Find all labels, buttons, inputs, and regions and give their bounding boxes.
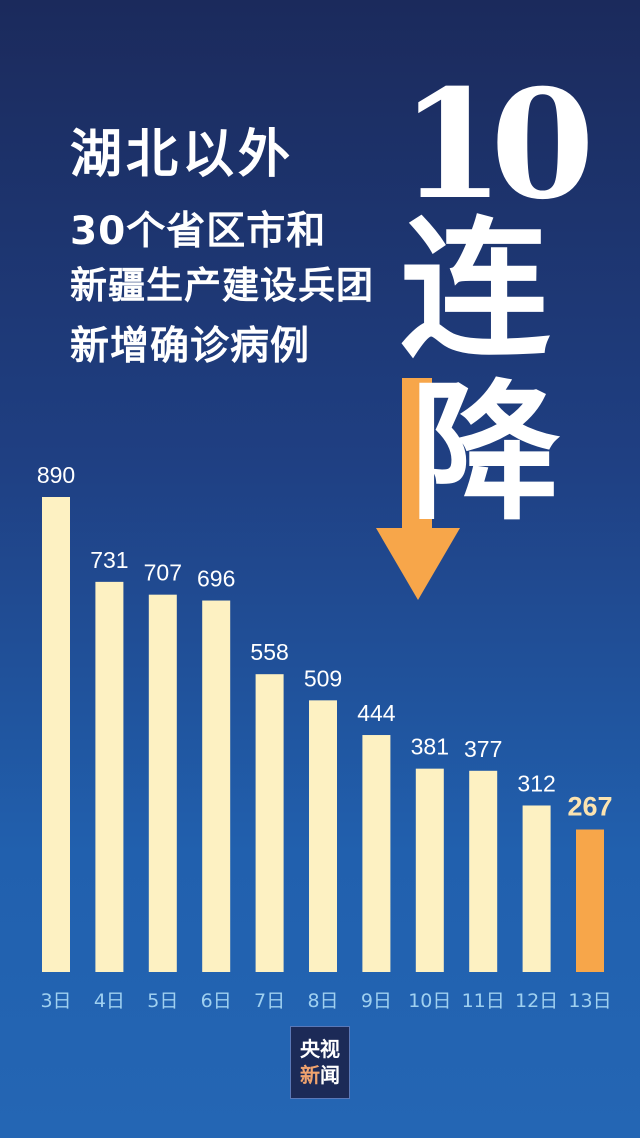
x-tick-label: 13日 (568, 990, 611, 1012)
headline-line4: 新增确诊病例 (70, 324, 311, 369)
data-label: 381 (411, 734, 449, 760)
bar-12日 (522, 805, 551, 972)
bar-11日 (469, 770, 498, 972)
big-title-char1: 连 (400, 202, 551, 378)
x-tick-label: 7日 (254, 990, 285, 1012)
cctv-news-logo: 央视 新闻 (290, 1026, 350, 1099)
bar-8日 (309, 700, 337, 972)
headline-line2: 30个省区市和 (70, 209, 327, 254)
big-title-number: 10 (400, 57, 595, 233)
data-label: 377 (464, 736, 502, 762)
down-arrow-icon (376, 378, 460, 600)
data-label: 890 (37, 462, 75, 488)
bar-4日 (95, 581, 124, 972)
big-title-char2: 降 (410, 365, 561, 541)
data-label: 731 (90, 547, 128, 573)
logo-part2: 闻 (320, 1063, 340, 1087)
x-tick-label: 4日 (94, 990, 125, 1012)
data-label: 696 (197, 566, 235, 592)
bar-3日 (42, 497, 70, 972)
data-label: 444 (357, 700, 396, 726)
logo-line1: 央视 (300, 1037, 340, 1061)
data-label: 707 (144, 560, 182, 586)
x-tick-label: 8日 (307, 990, 338, 1012)
x-tick-label: 9日 (361, 990, 392, 1012)
data-label: 267 (567, 792, 612, 822)
bar-13日 (576, 829, 604, 972)
logo-line2: 新闻 (291, 1062, 349, 1088)
logo-part1: 新 (300, 1063, 320, 1087)
bar-7日 (255, 674, 284, 972)
data-label: 558 (250, 639, 288, 665)
data-label: 509 (304, 665, 342, 691)
data-label: 312 (517, 770, 555, 796)
x-tick-label: 3日 (40, 990, 71, 1012)
x-tick-label: 6日 (201, 990, 232, 1012)
x-tick-label: 11日 (462, 990, 505, 1012)
headline-line1: 湖北以外 (70, 125, 295, 185)
bar-5日 (148, 594, 177, 972)
bar-9日 (362, 735, 391, 972)
x-tick-label: 5日 (147, 990, 178, 1012)
bar-10日 (415, 768, 444, 972)
x-tick-label: 12日 (515, 990, 558, 1012)
x-tick-label: 10日 (408, 990, 451, 1012)
headline-line3: 新疆生产建设兵团 (70, 264, 374, 307)
bar-6日 (202, 600, 231, 972)
